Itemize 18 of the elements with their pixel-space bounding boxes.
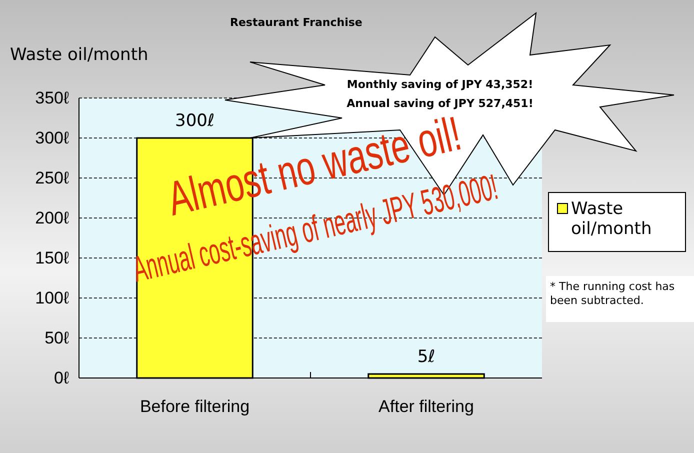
x-tick-label: Before filtering <box>140 397 250 416</box>
y-tick-label: 300ℓ <box>35 128 70 148</box>
text: Monthly saving of JPY 43,352! <box>346 78 534 91</box>
y-axis-title: Waste oil/month <box>10 45 148 65</box>
y-tick-label: 50ℓ <box>44 328 70 348</box>
y-tick-label: 200ℓ <box>35 208 70 228</box>
annotation: Annual saving of JPY 527,451! <box>346 97 534 110</box>
y-tick-label: 100ℓ <box>35 288 70 308</box>
legend-label: Waste oil/month <box>571 199 653 239</box>
y-tick-label: 150ℓ <box>35 248 70 268</box>
data-label: 5ℓ <box>417 347 436 367</box>
data-label: 300ℓ <box>175 111 214 131</box>
y-tick-label: 350ℓ <box>35 88 70 108</box>
x-tick-label: After filtering <box>378 397 474 416</box>
chart-title: Restaurant Franchise <box>230 16 362 29</box>
text: * The running cost has been subtracted. <box>546 276 694 322</box>
y-tick-label: 250ℓ <box>35 168 70 188</box>
y-tick-label: 0ℓ <box>54 368 70 388</box>
